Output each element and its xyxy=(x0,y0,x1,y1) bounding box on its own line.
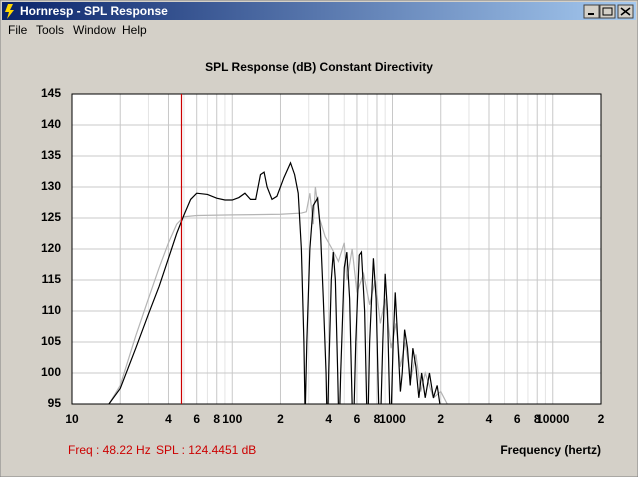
y-tick-label: 145 xyxy=(41,86,61,100)
x-tick-label: 4 xyxy=(165,412,172,426)
minimize-button[interactable] xyxy=(583,4,600,19)
series-line xyxy=(108,161,441,404)
x-tick-label: 8 xyxy=(374,412,381,426)
cursor-frequency: Freq : 48.22 Hz xyxy=(68,443,151,457)
x-tick-label: 8 xyxy=(213,412,220,426)
y-tick-label: 130 xyxy=(41,179,61,193)
close-icon xyxy=(620,7,631,16)
menu-item[interactable]: Tools xyxy=(36,23,64,37)
x-tick-label: 4 xyxy=(325,412,332,426)
y-tick-label: 95 xyxy=(48,396,62,410)
cursor-spl: SPL : 124.4451 dB xyxy=(156,443,256,457)
y-tick-label: 125 xyxy=(41,210,61,224)
x-axis-label: Frequency (hertz) xyxy=(500,443,601,457)
x-tick-label: 1000 xyxy=(379,412,406,426)
menu-item[interactable]: Window xyxy=(73,23,116,37)
menu-item[interactable]: Help xyxy=(122,23,147,37)
x-tick-label: 6 xyxy=(193,412,200,426)
x-tick-label: 4 xyxy=(486,412,493,426)
menu-item[interactable]: File xyxy=(8,23,28,37)
x-tick-label: 10000 xyxy=(536,412,570,426)
title-bar xyxy=(2,2,636,20)
x-tick-label: 2 xyxy=(117,412,124,426)
y-tick-label: 135 xyxy=(41,148,61,162)
window-title: Hornresp - SPL Response xyxy=(20,4,168,18)
y-tick-label: 110 xyxy=(42,303,62,317)
y-tick-label: 120 xyxy=(41,241,61,255)
app-icon xyxy=(5,4,14,19)
maximize-button[interactable] xyxy=(599,4,616,19)
chart-title: SPL Response (dB) Constant Directivity xyxy=(205,60,433,74)
x-tick-label: 6 xyxy=(514,412,521,426)
x-tick-label: 8 xyxy=(534,412,541,426)
y-tick-label: 140 xyxy=(41,117,61,131)
maximize-icon xyxy=(602,7,613,16)
y-tick-label: 115 xyxy=(42,272,62,286)
x-tick-label: 2 xyxy=(437,412,444,426)
x-tick-label: 2 xyxy=(598,412,605,426)
x-tick-label: 6 xyxy=(354,412,361,426)
y-tick-label: 100 xyxy=(41,365,61,379)
plot-border xyxy=(71,93,602,405)
x-tick-label: 10 xyxy=(65,412,79,426)
y-tick-label: 105 xyxy=(41,334,61,348)
x-tick-label: 2 xyxy=(277,412,284,426)
window-buttons[interactable] xyxy=(583,4,634,19)
x-tick-label: 100 xyxy=(222,412,242,426)
menu-bar: File Tools Window Help xyxy=(8,23,147,37)
